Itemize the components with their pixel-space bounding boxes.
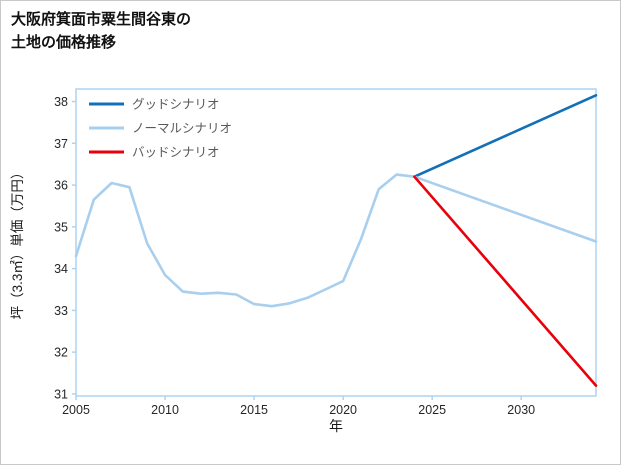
x-tick-label: 2005 [62,403,90,417]
legend-label-1: グッドシナリオ [132,97,220,111]
x-tick-label: 2015 [240,403,268,417]
y-tick-label: 35 [54,220,68,234]
legend-label-3: バッドシナリオ [132,145,220,159]
y-tick-label: 31 [54,387,68,401]
y-tick-label: 33 [54,304,68,318]
y-tick-label: 38 [54,95,68,109]
series-line-2 [74,173,598,308]
chart-title: 大阪府箕面市粟生間谷東の 土地の価格推移 [11,11,192,51]
x-tick-label: 2025 [418,403,446,417]
plot-area [75,88,597,397]
y-axis-label: 坪（3.3㎡）単価（万円） [10,166,25,320]
y-tick-label: 34 [54,262,68,276]
x-tick-label: 2010 [151,403,179,417]
series-line-3 [413,175,598,387]
series-line-1 [413,94,598,178]
y-tick-label: 36 [54,179,68,193]
x-tick-label: 2020 [329,403,357,417]
y-tick-label: 32 [54,346,68,360]
x-axis-label: 年 [329,418,343,434]
legend-label-2: ノーマルシナリオ [132,121,232,135]
x-tick-label: 2030 [507,403,535,417]
y-tick-label: 37 [54,137,68,151]
